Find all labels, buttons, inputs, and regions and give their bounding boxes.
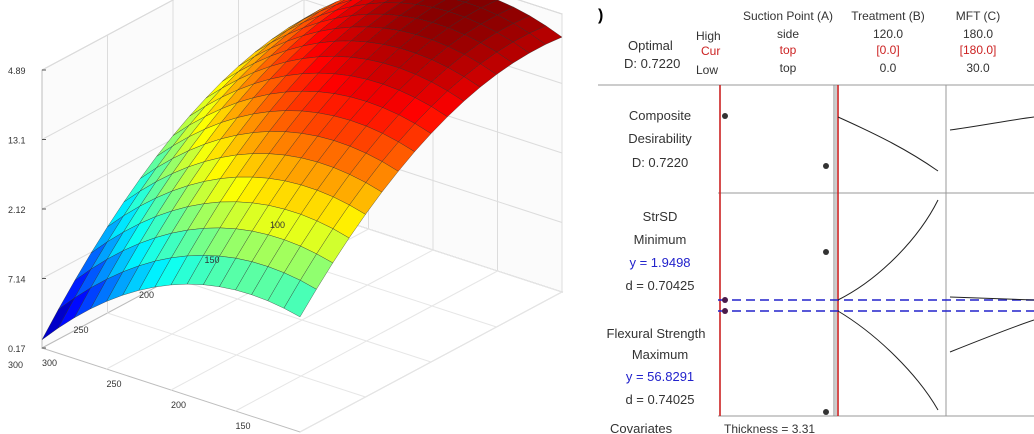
x-tick-label: 150 (205, 255, 220, 265)
z-tick-label: 7.14 (8, 275, 26, 285)
grid-line (41, 0, 563, 71)
response-d-value: d = 0.70425 (625, 278, 694, 293)
surface-plot: 0.177.142.1213.14.8930025020015010010015… (8, 0, 564, 433)
row-label-current: Cur (701, 44, 720, 58)
covariates-label: Covariates (610, 421, 673, 434)
row-label-low: Low (696, 63, 718, 77)
x-tick-label: 100 (270, 220, 285, 230)
y-tick-label: 200 (171, 400, 186, 410)
response-label: Minimum (634, 232, 687, 247)
y-tick-label: 250 (107, 379, 122, 389)
optimal-label: Optimal (628, 38, 673, 53)
grid-line (299, 291, 563, 433)
factor-low: 30.0 (966, 61, 990, 75)
x-tick-label: 250 (74, 325, 89, 335)
factor-name: MFT (C) (956, 9, 1000, 23)
factor-current: [180.0] (960, 43, 997, 57)
grid-line (170, 249, 434, 391)
curve-strsd-mft (949, 296, 1034, 301)
surface-patch (283, 279, 317, 318)
response-d-value: D: 0.7220 (632, 155, 688, 170)
factor-high: side (777, 27, 799, 41)
x-tick-label: 200 (139, 290, 154, 300)
curve-desirability-mft (949, 116, 1034, 131)
response-y-value: y = 56.8291 (626, 369, 694, 384)
grid-line (235, 270, 498, 412)
response-y-value: y = 1.9498 (629, 255, 690, 270)
point-desirability-side (823, 163, 829, 169)
y-tick-label: 150 (236, 421, 251, 431)
curve-desirability-treatment (837, 116, 939, 172)
point-flexural-side (823, 409, 829, 415)
covariate-value: Thickness = 3.31 (724, 422, 815, 434)
curve-strsd-treatment (837, 199, 939, 301)
z-tick-label: 0.17 (8, 344, 26, 354)
factor-name: Treatment (B) (851, 9, 925, 23)
surface-plot-panel: 0.177.142.1213.14.8930025020015010010015… (8, 0, 564, 433)
panel-grid (598, 84, 1034, 417)
optimal-d-value: D: 0.7220 (624, 56, 680, 71)
response-label: Composite (629, 108, 691, 123)
plot-bg (598, 0, 1034, 434)
response-label: Flexural Strength (607, 326, 706, 341)
response-label: Maximum (632, 347, 688, 362)
factor-high: 180.0 (963, 27, 993, 41)
response-label: Desirability (628, 131, 692, 146)
corner-glyph: ) (598, 7, 603, 24)
factor-low: top (780, 61, 797, 75)
row-label-high: High (696, 29, 721, 43)
factor-name: Suction Point (A) (743, 9, 833, 23)
z-tick-label: 13.1 (8, 136, 26, 146)
curve-flexural-mft (949, 319, 1034, 353)
point-strsd-side (823, 249, 829, 255)
optimization-plot-panel: ) Suction Point (A) side top top Treatment (B… (598, 0, 1034, 434)
point-desirability-top (722, 113, 728, 119)
point-strsd-top (722, 297, 728, 303)
curve-flexural-treatment (837, 310, 939, 411)
point-flexural-top (722, 308, 728, 314)
factor-current: top (780, 43, 797, 57)
optimization-plot: ) Suction Point (A) side top top Treatment (B… (598, 0, 1034, 434)
z-tick-label: 2.12 (8, 205, 26, 215)
y-tick-label: 300 (42, 358, 57, 368)
factor-current: [0.0] (876, 43, 899, 57)
x-tick-label: 300 (8, 360, 23, 370)
factor-high: 120.0 (873, 27, 903, 41)
response-label: StrSD (643, 209, 678, 224)
surface-mesh (41, 0, 563, 340)
z-tick-label: 4.89 (8, 66, 26, 76)
response-d-value: d = 0.74025 (625, 392, 694, 407)
factor-low: 0.0 (880, 61, 897, 75)
